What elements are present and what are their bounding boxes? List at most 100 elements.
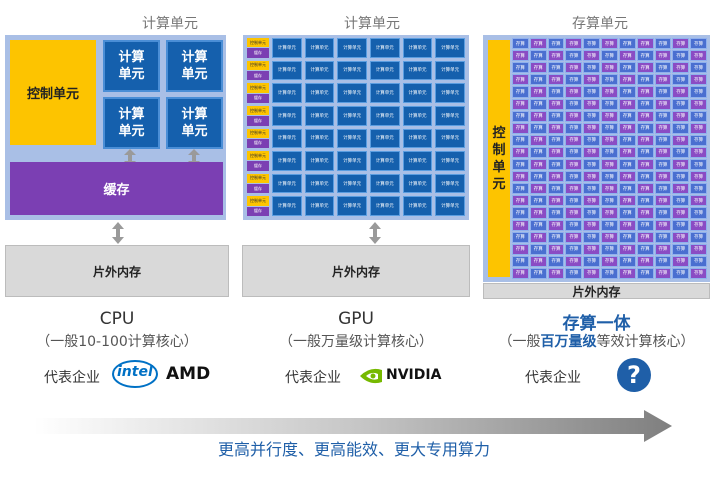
pim-compute-memory-unit: 存算: [672, 183, 690, 195]
pim-compute-memory-unit: 存算: [583, 146, 601, 158]
pim-compute-memory-unit: 存算: [565, 207, 583, 219]
pim-compute-memory-unit: 存算: [636, 195, 654, 207]
pim-compute-memory-unit: 存算: [529, 267, 547, 279]
pim-compute-memory-unit: 存算: [672, 207, 690, 219]
pim-compute-memory-unit: 存算: [529, 110, 547, 122]
pim-compute-memory-unit: 存算: [512, 86, 529, 98]
gpu-control-unit: 控制单元: [247, 128, 269, 138]
pim-compute-memory-unit: 存算: [636, 98, 654, 110]
pim-compute-memory-unit: 存算: [529, 86, 547, 98]
pim-compute-memory-unit: 存算: [583, 110, 601, 122]
gpu-compute-unit: 计算单元: [337, 60, 367, 81]
pim-compute-memory-unit: 存算: [636, 231, 654, 243]
pim-compute-memory-unit: 存算: [601, 171, 618, 183]
pim-board: 控 制 单 元 存算 存算 存算 存算 存算 存算 存算 存算 存算 存算 存算 存算 存算 存算 存算 存算…: [483, 35, 710, 282]
pim-compute-memory-unit: 存算: [690, 38, 707, 50]
cpu-cache: 缓存: [10, 162, 223, 215]
pim-compute-memory-unit: 存算: [583, 219, 601, 231]
pim-compute-memory-unit: 存算: [529, 38, 547, 50]
pim-compute-memory-unit: 存算: [672, 243, 690, 255]
gpu-compute-unit: 计算单元: [402, 173, 433, 194]
amd-logo: AMD: [166, 364, 211, 384]
pim-compute-memory-unit: 存算: [547, 98, 565, 110]
pim-offchip-memory: 片外内存: [483, 283, 710, 299]
pim-compute-memory-unit: 存算: [636, 255, 654, 267]
gpu-offchip-memory: 片外内存: [242, 245, 470, 297]
pim-compute-memory-unit: 存算: [583, 243, 601, 255]
pim-compute-memory-unit: 存算: [636, 50, 654, 62]
cpu-name: CPU: [99, 309, 135, 329]
pim-compute-memory-unit: 存算: [690, 122, 707, 134]
pim-compute-memory-unit: 存算: [547, 134, 565, 146]
pim-compute-memory-unit: 存算: [547, 122, 565, 134]
gpu-control-cache-block: 控制单元 缓存: [247, 105, 269, 126]
pim-compute-memory-unit: 存算: [672, 219, 690, 231]
gpu-core-grid: 控制单元 缓存 计算单元 计算单元 计算单元 计算单元 计算单元 计算单元 控制单元 缓存 计算单元…: [247, 38, 465, 216]
pim-compute-memory-unit: 存算: [565, 62, 583, 74]
pim-rep-label: 代表企业: [525, 370, 581, 386]
pim-compute-memory-unit: 存算: [636, 183, 654, 195]
pim-compute-memory-unit: 存算: [654, 62, 672, 74]
cpu-desc: （一般10-100计算核心）: [36, 334, 198, 350]
gpu-compute-unit: 计算单元: [402, 60, 433, 81]
pim-compute-memory-unit: 存算: [636, 159, 654, 171]
pim-compute-memory-unit: 存算: [672, 231, 690, 243]
pim-compute-memory-unit: 存算: [601, 195, 618, 207]
cpu-rep-label: 代表企业: [44, 370, 100, 386]
pim-compute-memory-unit: 存算: [654, 195, 672, 207]
pim-compute-memory-unit: 存算: [601, 74, 618, 86]
pim-compute-memory-unit: 存算: [583, 255, 601, 267]
pim-compute-memory-unit: 存算: [583, 195, 601, 207]
pim-compute-memory-unit: 存算: [690, 267, 707, 279]
pim-compute-memory-unit: 存算: [618, 62, 636, 74]
pim-compute-memory-unit: 存算: [654, 231, 672, 243]
pim-compute-memory-unit: 存算: [672, 62, 690, 74]
pim-compute-memory-unit: 存算: [601, 219, 618, 231]
pim-compute-memory-unit: 存算: [618, 146, 636, 158]
pim-control-unit: 控 制 单 元: [488, 40, 510, 277]
cpu-compute-unit: 计算 单元: [103, 97, 160, 149]
pim-compute-memory-unit: 存算: [618, 38, 636, 50]
pim-compute-memory-unit: 存算: [690, 195, 707, 207]
gpu-compute-unit: 计算单元: [435, 173, 465, 194]
pim-compute-memory-unit: 存算: [529, 50, 547, 62]
pim-compute-memory-unit: 存算: [654, 98, 672, 110]
gpu-control-unit: 控制单元: [247, 151, 269, 161]
pim-compute-memory-unit: 存算: [636, 122, 654, 134]
pim-compute-memory-unit: 存算: [512, 159, 529, 171]
pim-compute-memory-unit: 存算: [565, 146, 583, 158]
pim-compute-memory-unit: 存算: [618, 171, 636, 183]
progress-arrow: [34, 410, 672, 442]
pim-compute-memory-unit: 存算: [618, 98, 636, 110]
gpu-control-cache-block: 控制单元 缓存: [247, 196, 269, 216]
pim-compute-memory-unit: 存算: [601, 110, 618, 122]
gpu-compute-unit: 计算单元: [272, 173, 302, 194]
pim-compute-memory-unit: 存算: [547, 207, 565, 219]
pim-compute-memory-unit: 存算: [654, 146, 672, 158]
gpu-cache: 缓存: [247, 116, 269, 126]
gpu-control-cache-block: 控制单元 缓存: [247, 38, 269, 58]
gpu-compute-unit: 计算单元: [369, 151, 400, 171]
bottom-caption: 更高并行度、更高能效、更大专用算力: [217, 440, 490, 459]
pim-compute-memory-unit: 存算: [672, 255, 690, 267]
pim-compute-memory-unit: 存算: [672, 171, 690, 183]
gpu-board: 控制单元 缓存 计算单元 计算单元 计算单元 计算单元 计算单元 计算单元 控制单元 缓存 计算单元…: [243, 35, 469, 220]
pim-compute-memory-unit: 存算: [547, 86, 565, 98]
pim-compute-memory-unit: 存算: [547, 110, 565, 122]
gpu-control-cache-block: 控制单元 缓存: [247, 128, 269, 149]
pim-compute-memory-unit: 存算: [529, 231, 547, 243]
pim-desc: （一般百万量级等效计算核心）: [498, 334, 695, 350]
pim-compute-memory-unit: 存算: [618, 50, 636, 62]
pim-compute-memory-unit: 存算: [547, 62, 565, 74]
pim-compute-memory-unit: 存算: [618, 74, 636, 86]
pim-compute-memory-unit: 存算: [601, 86, 618, 98]
pim-compute-memory-unit: 存算: [672, 86, 690, 98]
gpu-compute-unit: 计算单元: [369, 105, 400, 126]
pim-compute-memory-unit: 存算: [618, 183, 636, 195]
pim-compute-memory-unit: 存算: [583, 171, 601, 183]
gpu-compute-unit: 计算单元: [272, 60, 302, 81]
pim-compute-memory-unit: 存算: [618, 195, 636, 207]
pim-compute-memory-unit: 存算: [601, 231, 618, 243]
gpu-compute-unit: 计算单元: [435, 60, 465, 81]
pim-compute-memory-unit: 存算: [618, 243, 636, 255]
